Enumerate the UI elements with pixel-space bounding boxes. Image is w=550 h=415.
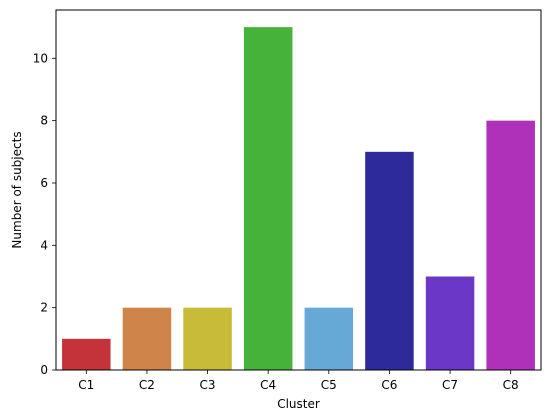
- y-tick-label: 8: [40, 114, 48, 128]
- x-tick-label: C2: [139, 378, 155, 392]
- x-axis-label: Cluster: [277, 397, 320, 411]
- bar-c8: [486, 120, 535, 370]
- x-tick-label: C8: [503, 378, 519, 392]
- y-tick-label: 0: [40, 363, 48, 377]
- x-tick-label: C6: [381, 378, 397, 392]
- x-tick-label: C4: [260, 378, 276, 392]
- y-axis-label: Number of subjects: [10, 131, 24, 248]
- bar-c4: [243, 27, 293, 371]
- bars-group: [62, 27, 535, 371]
- x-axis-ticks: C1 C2 C3 C4 C5 C6 C7 C8: [78, 370, 519, 392]
- bar-c3: [183, 307, 232, 370]
- bar-c7: [425, 276, 475, 370]
- y-tick-label: 4: [40, 238, 48, 252]
- y-axis-ticks: 0 2 4 6 8 10: [33, 51, 56, 377]
- bar-c1: [62, 338, 111, 370]
- plot-frame: [55, 9, 542, 371]
- y-tick-label: 2: [40, 301, 48, 315]
- bar-c6: [365, 151, 414, 370]
- x-tick-label: C5: [321, 378, 337, 392]
- bar-c5: [304, 307, 354, 370]
- x-tick-label: C3: [200, 378, 216, 392]
- bar-c2: [122, 307, 172, 370]
- y-tick-label: 6: [40, 176, 48, 190]
- x-tick-label: C7: [442, 378, 458, 392]
- y-tick-label: 10: [33, 51, 48, 65]
- x-tick-label: C1: [78, 378, 94, 392]
